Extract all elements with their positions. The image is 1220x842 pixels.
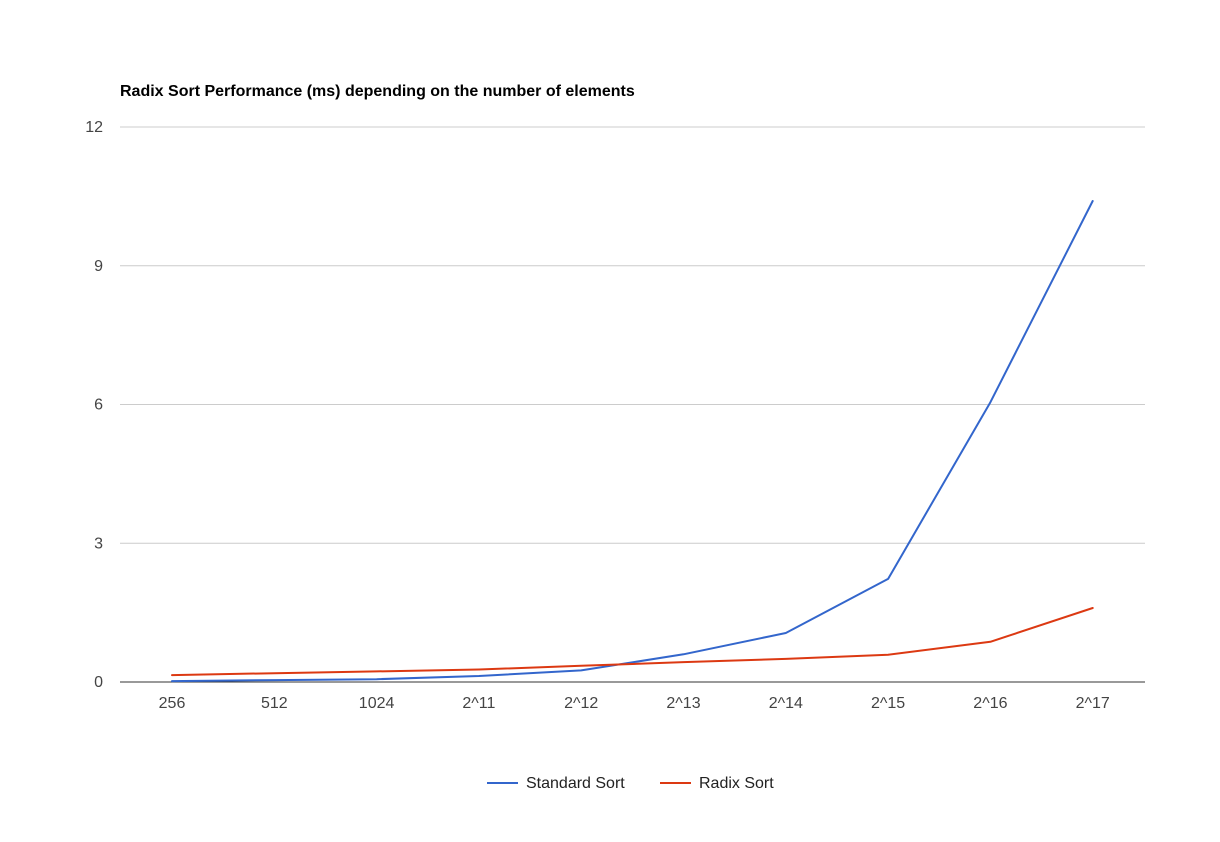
- legend-label: Standard Sort: [526, 775, 625, 792]
- x-tick-label: 2^12: [564, 695, 598, 712]
- x-tick-label: 2^11: [462, 695, 495, 712]
- x-tick-label: 2^17: [1076, 695, 1110, 712]
- legend-item-standard-sort[interactable]: Standard Sort: [487, 775, 625, 792]
- x-axis-ticks: 256 512 1024 2^11 2^12 2^13 2^14 2^15 2^16 2^17: [159, 695, 1110, 712]
- y-axis-ticks: 0 3 6 9 12: [85, 119, 103, 691]
- legend-item-radix-sort[interactable]: Radix Sort: [660, 775, 774, 792]
- y-tick-label: 6: [94, 397, 103, 414]
- legend[interactable]: Standard Sort Radix Sort: [487, 775, 774, 792]
- series: [171, 200, 1094, 683]
- y-tick-label: 3: [94, 535, 103, 552]
- grid: [120, 126, 1145, 683]
- series-line-radix-sort: [171, 607, 1094, 677]
- x-tick-label: 2^16: [973, 695, 1007, 712]
- x-tick-label: 2^13: [666, 695, 700, 712]
- x-tick-label: 1024: [359, 695, 395, 712]
- series-line-standard-sort: [171, 200, 1094, 683]
- x-tick-label: 2^14: [769, 695, 803, 712]
- y-tick-label: 9: [94, 258, 103, 275]
- y-tick-label: 12: [85, 119, 103, 136]
- x-tick-label: 512: [261, 695, 288, 712]
- chart-title: Radix Sort Performance (ms) depending on…: [120, 83, 635, 100]
- legend-label: Radix Sort: [699, 775, 774, 792]
- x-tick-label: 256: [159, 695, 186, 712]
- x-tick-label: 2^15: [871, 695, 905, 712]
- y-tick-label: 0: [94, 674, 103, 691]
